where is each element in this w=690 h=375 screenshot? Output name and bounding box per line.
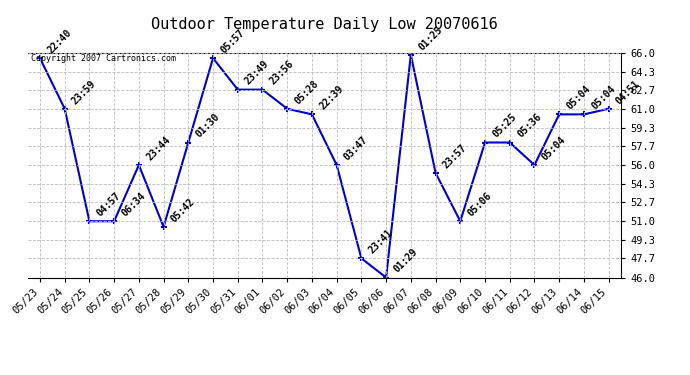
Text: 23:56: 23:56 bbox=[268, 59, 296, 87]
Text: 23:41: 23:41 bbox=[367, 228, 395, 256]
Text: 03:47: 03:47 bbox=[342, 134, 370, 162]
Text: 23:49: 23:49 bbox=[244, 59, 271, 87]
Text: 04:51: 04:51 bbox=[614, 78, 642, 106]
Text: 05:36: 05:36 bbox=[515, 112, 543, 140]
Text: 22:39: 22:39 bbox=[317, 84, 345, 112]
Text: 23:57: 23:57 bbox=[441, 142, 469, 170]
Text: 23:59: 23:59 bbox=[70, 78, 98, 106]
Text: Copyright 2007 Cartronics.com: Copyright 2007 Cartronics.com bbox=[30, 54, 175, 63]
Text: 05:28: 05:28 bbox=[293, 78, 321, 106]
Text: 01:25: 01:25 bbox=[416, 24, 444, 52]
Text: 05:04: 05:04 bbox=[589, 84, 618, 112]
Text: 01:30: 01:30 bbox=[194, 112, 221, 140]
Text: 01:29: 01:29 bbox=[392, 247, 420, 275]
Text: 05:25: 05:25 bbox=[491, 112, 518, 140]
Text: Outdoor Temperature Daily Low 20070616: Outdoor Temperature Daily Low 20070616 bbox=[151, 17, 497, 32]
Text: 23:44: 23:44 bbox=[144, 134, 172, 162]
Text: 06:34: 06:34 bbox=[119, 190, 148, 219]
Text: 05:42: 05:42 bbox=[169, 196, 197, 224]
Text: 22:40: 22:40 bbox=[46, 27, 73, 56]
Text: 05:57: 05:57 bbox=[219, 27, 246, 56]
Text: 05:04: 05:04 bbox=[564, 84, 593, 112]
Text: 05:06: 05:06 bbox=[466, 190, 493, 219]
Text: 04:57: 04:57 bbox=[95, 190, 123, 219]
Text: 05:04: 05:04 bbox=[540, 134, 568, 162]
